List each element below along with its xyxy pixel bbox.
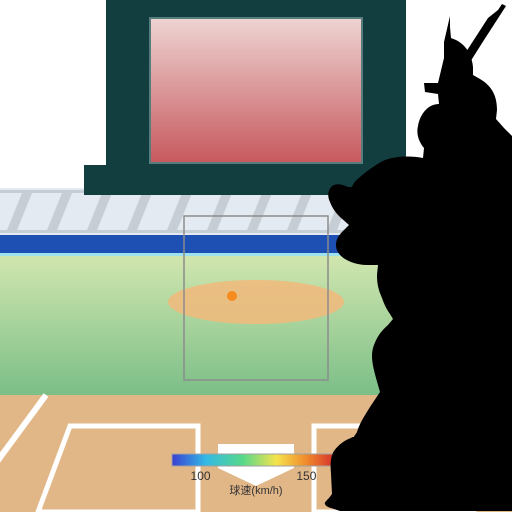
colorbar-tick: 150 [296,469,316,483]
strike-zone [184,216,328,380]
colorbar-label: 球速(km/h) [229,483,282,497]
pitch-location-diagram: 100 150 球速(km/h) [0,0,512,512]
scoreboard-screen [150,18,362,163]
pitch-marker [227,291,237,301]
colorbar-tick: 100 [191,469,211,483]
